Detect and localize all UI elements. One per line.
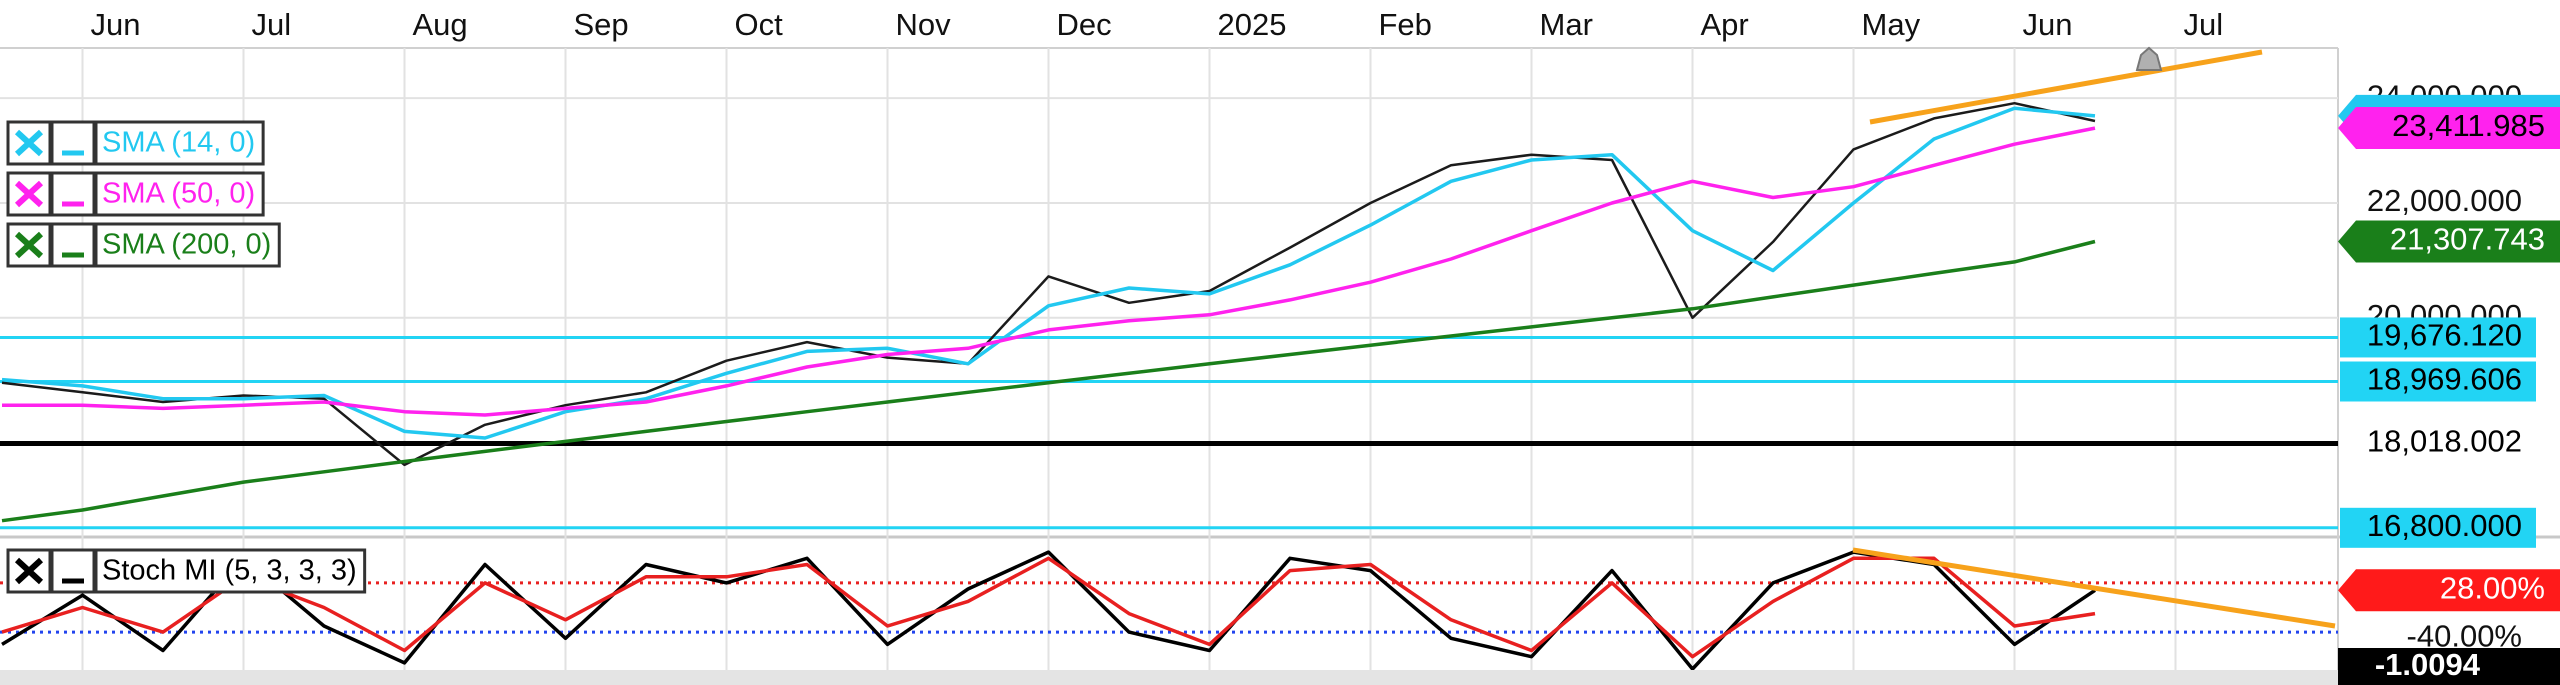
indicator-line (1, 106, 2096, 440)
legend-close-icon (14, 180, 44, 208)
x-tick-label: Nov (896, 7, 952, 42)
legend-close-box (6, 548, 52, 594)
trendline (1869, 49, 2263, 125)
x-tick-label: May (1862, 7, 1921, 42)
level-label: -40.00% (2407, 618, 2522, 653)
plot-area: Jun Jul Aug Sep Oct Nov Dec 2025 Feb Mar Apr May Jun… (0, 7, 2338, 671)
trendline-handle (2135, 46, 2163, 71)
x-tick-label: Aug (413, 7, 468, 42)
level-label: 18,969.606 (2367, 362, 2522, 397)
level-badge (2340, 423, 2536, 464)
legend-label: Stoch MI (5, 3, 3, 3) (102, 555, 357, 587)
price-badges: 18,000.00020,000.00022,000.00024,000.000… (2338, 78, 2560, 653)
series-line (1, 101, 2096, 467)
legend-close-button[interactable] (6, 120, 52, 166)
x-tick-label: Jun (91, 7, 141, 42)
legend-close-icon (14, 557, 44, 585)
x-tick-label: Mar (1540, 7, 1593, 42)
legend-label-box (94, 222, 281, 268)
legend-label-box (94, 171, 265, 217)
readout-box (2338, 648, 2560, 685)
legend-close-icon (14, 231, 44, 259)
level-badge (2340, 317, 2536, 358)
indicator-line (2, 126, 2096, 417)
time-axis-strip (0, 0, 2338, 48)
legend-hide-box (50, 171, 96, 217)
legend-label: SMA (50, 0) (102, 178, 255, 210)
bottom-strip (0, 670, 2560, 685)
legend-hide-button[interactable] (50, 222, 96, 268)
legend-hide-box (50, 548, 96, 594)
x-tick-label: Feb (1379, 7, 1432, 42)
value-badge (2338, 107, 2560, 150)
level-badge (2340, 361, 2536, 402)
value-badge (2338, 569, 2560, 612)
level-badge (2340, 507, 2536, 548)
x-tick-label: Sep (574, 7, 629, 42)
y-tick-label: 22,000.000 (2367, 183, 2522, 218)
legend-close-button[interactable] (6, 222, 52, 268)
legend-label: SMA (200, 0) (102, 229, 271, 261)
series-line (1, 550, 2096, 671)
value-badge-label: 28.00% (2440, 570, 2545, 605)
x-tick-label: Jul (2184, 7, 2224, 42)
value-badge-label: 21,307.743 (2390, 222, 2545, 257)
x-tick-label: Apr (1701, 7, 1749, 42)
x-tick-label: Oct (735, 7, 784, 42)
legend-hide-button[interactable] (50, 548, 96, 594)
legend-close-icon (14, 129, 44, 157)
legend-close-button[interactable] (6, 171, 52, 217)
legend: SMA (14, 0) SMA (50, 0) SMA (200, 0) Stoch … (6, 120, 367, 594)
x-tick-label: Jul (252, 7, 292, 42)
x-tick-label: Jun (2023, 7, 2073, 42)
series-line (1, 556, 2096, 659)
level-label: 19,676.120 (2367, 318, 2522, 353)
legend-label: SMA (14, 0) (102, 127, 255, 159)
legend-label-box (94, 120, 265, 166)
trendline (1852, 547, 2336, 629)
value-badge (2338, 220, 2560, 263)
legend-hide-button[interactable] (50, 120, 96, 166)
level-label: 16,800.000 (2367, 508, 2522, 543)
value-badge-label: 23,411.985 (2392, 108, 2545, 143)
x-tick-label: Dec (1057, 7, 1112, 42)
x-tick-label: 2025 (1218, 7, 1287, 42)
indicator-line (1, 239, 2096, 523)
legend-label-box (94, 548, 367, 594)
level-label: 18,018.002 (2367, 424, 2522, 459)
readout-badge: -1.0094 (2338, 647, 2560, 685)
legend-hide-button[interactable] (50, 171, 96, 217)
legend-hide-box (50, 120, 96, 166)
legend-hide-box (50, 222, 96, 268)
readout-value: -1.0094 (2375, 647, 2481, 682)
legend-close-button[interactable] (6, 548, 52, 594)
